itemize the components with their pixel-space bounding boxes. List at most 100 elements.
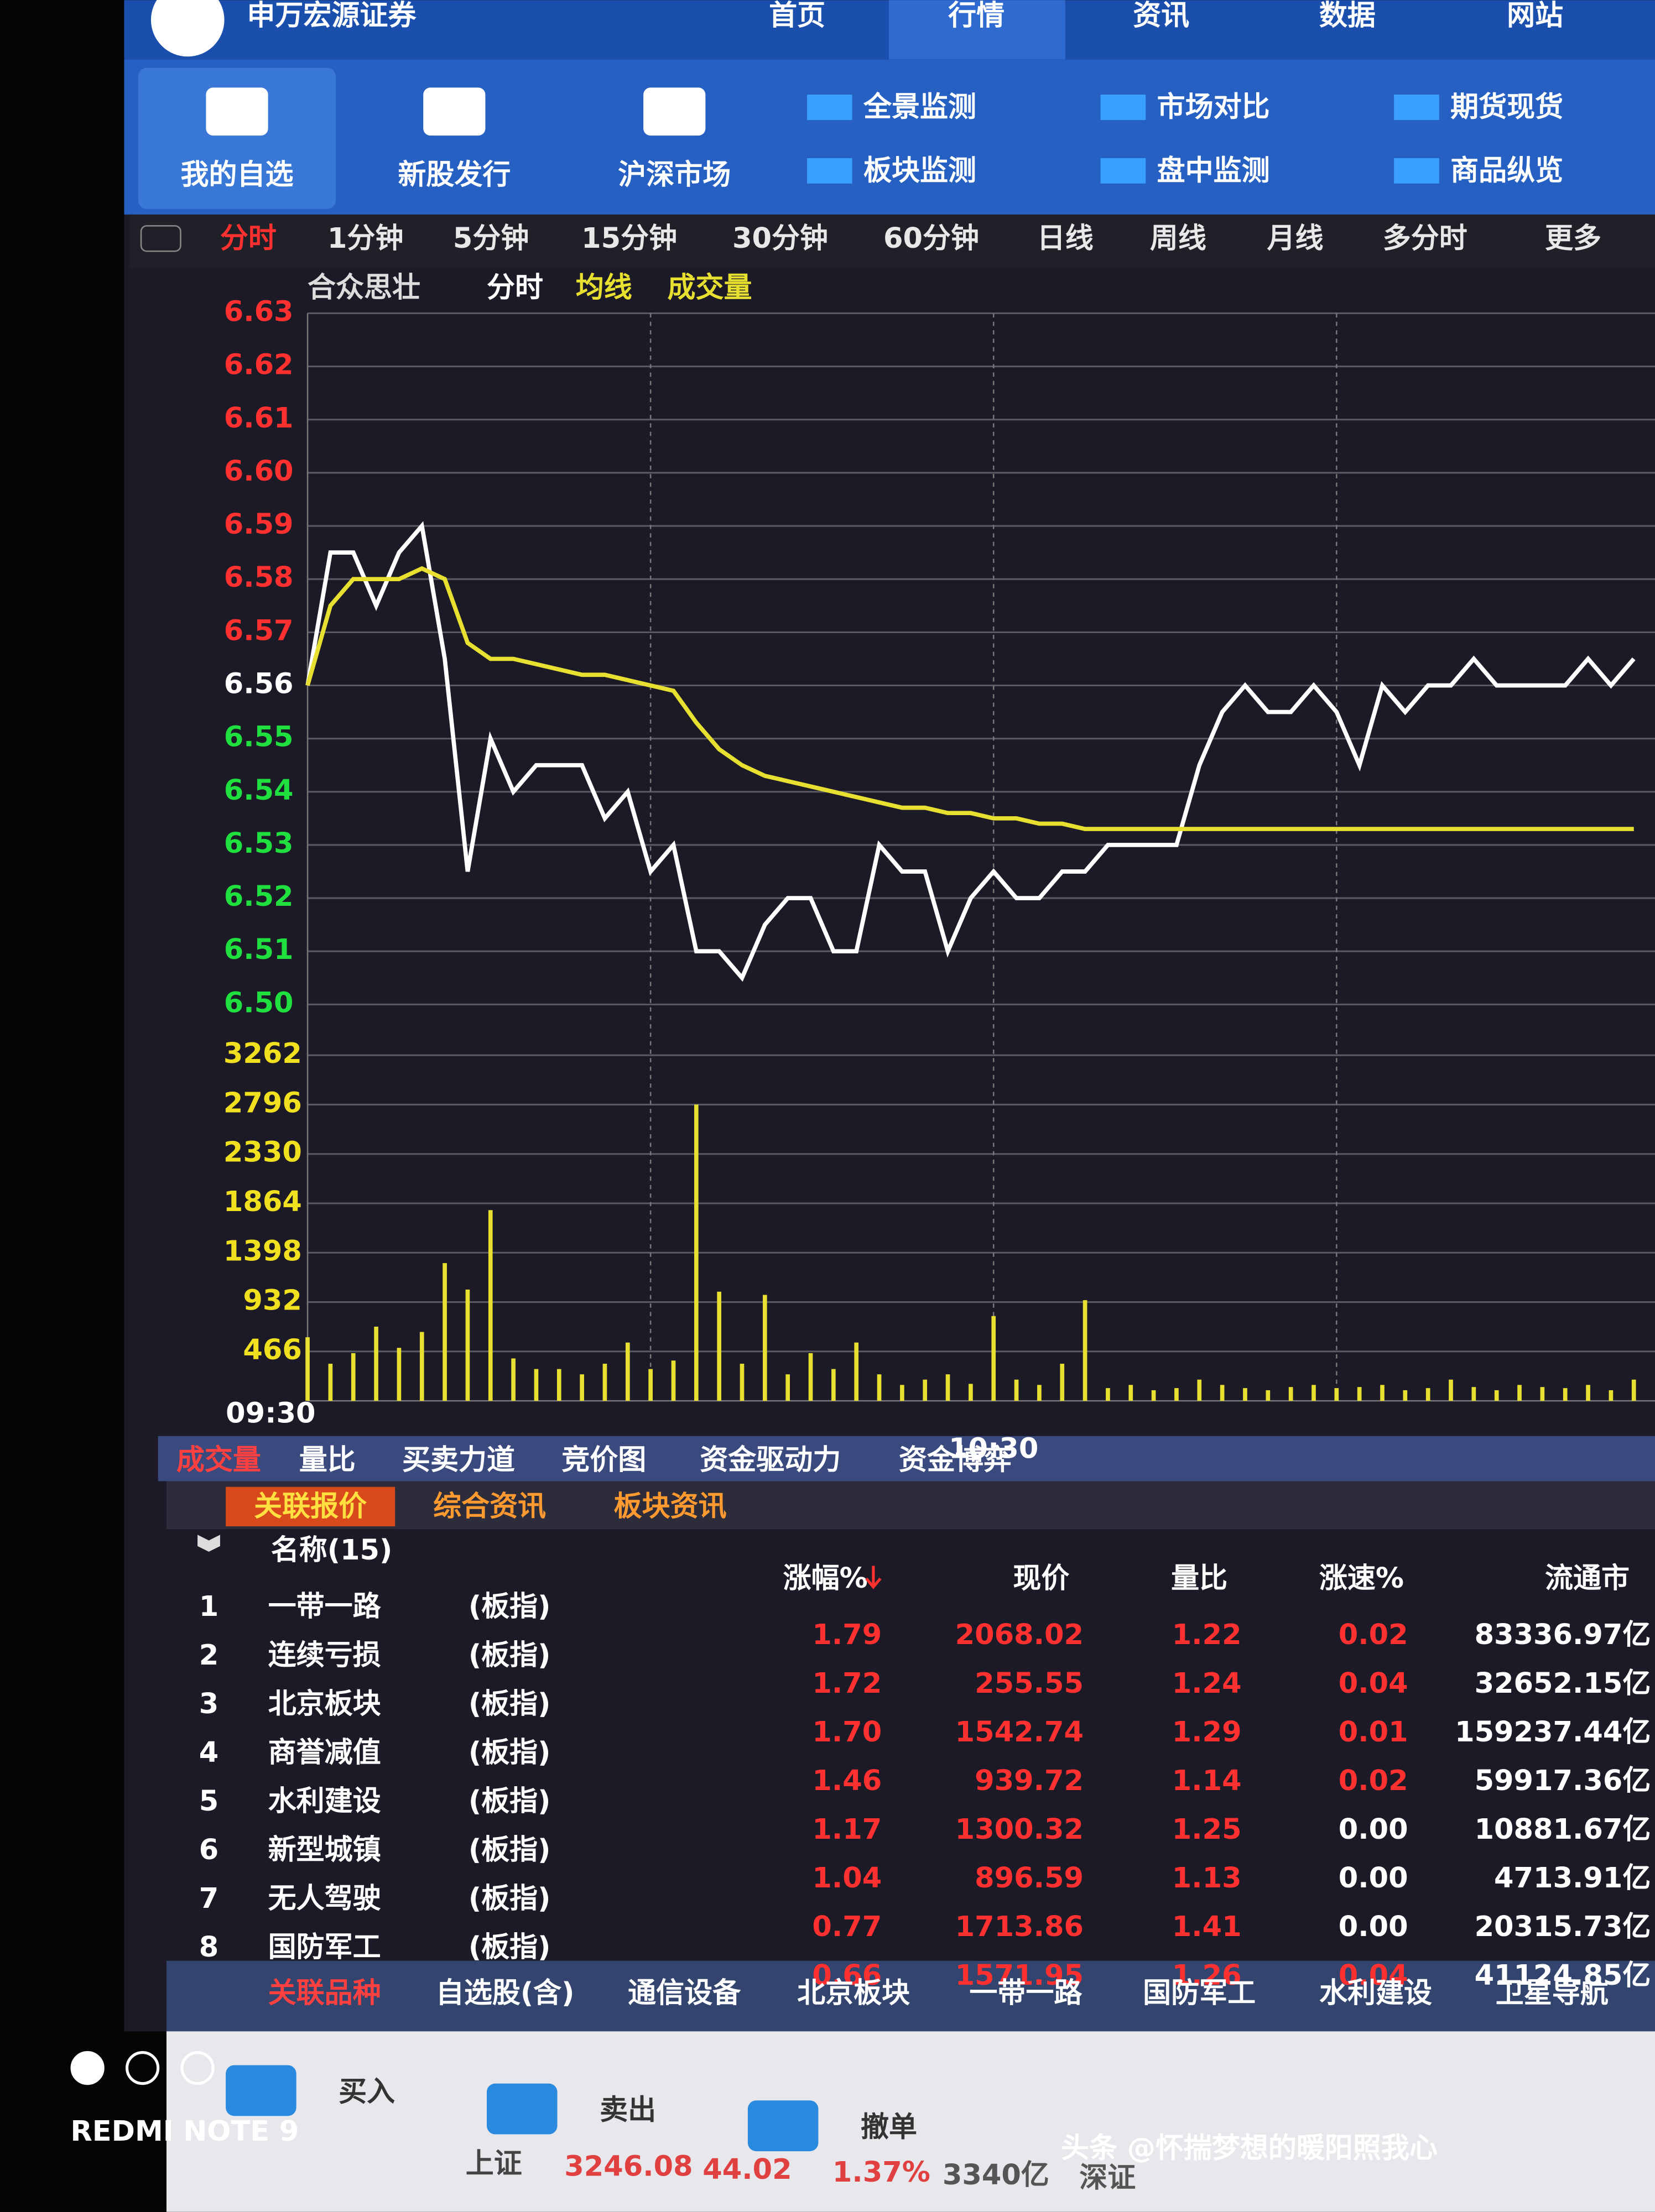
volume-bar [1403,1390,1408,1401]
row-name[interactable]: 一带一路 [268,1590,382,1623]
bottom-tab[interactable]: 通信设备 [628,1977,741,2010]
volume-bar [1540,1387,1545,1401]
x-tick-label: 09:30 [226,1397,315,1430]
row-name[interactable]: 国防军工 [268,1931,381,1964]
table-cell: (板指) [469,1736,551,1769]
period-tab[interactable]: 周线 [1150,222,1206,255]
period-tab[interactable]: 多分时 [1383,222,1467,255]
table-cell: 1.72 [812,1667,882,1700]
nav-tab[interactable]: 行情 [948,0,1005,32]
volume-bar [602,1364,607,1401]
indicator-tab[interactable]: 资金博弈 [899,1444,1012,1477]
volume-bar [969,1384,973,1401]
period-tab[interactable]: 5分钟 [453,222,529,255]
bottom-tab[interactable]: 自选股(含) [436,1977,575,2010]
action-button[interactable]: 买入 [339,2076,395,2109]
bottom-tab[interactable]: 国防军工 [1143,1977,1256,2010]
indicator-tab[interactable]: 量比 [299,1444,356,1477]
info-tab[interactable]: 关联报价 [254,1490,367,1523]
y-tick-label: 6.63 [224,295,294,328]
bottom-tab[interactable]: 关联品种 [268,1977,381,2010]
bottom-tab[interactable]: 卫星导航 [1496,1977,1609,2010]
row-name[interactable]: 新型城镇 [268,1834,381,1866]
table-cell: 2068.02 [955,1619,1084,1651]
bottom-tab[interactable]: 北京板块 [797,1977,910,2010]
link-icon [807,158,852,184]
period-tab[interactable]: 1分钟 [327,222,404,255]
table-cell: (板指) [469,1834,551,1866]
toolbar-link[interactable]: 盘中监测 [1157,154,1270,187]
volume-bar [534,1369,539,1401]
indicator-tab[interactable]: 成交量 [176,1444,261,1477]
nav-tab[interactable]: 网站 [1507,0,1563,32]
legend: 成交量 [667,272,752,304]
volume-bar [1334,1388,1339,1401]
period-tab[interactable]: 60分钟 [883,222,979,255]
table-cell: 1.26 [1172,1959,1242,1992]
indicator-tab[interactable]: 竞价图 [561,1444,646,1477]
column-header: 涨速% [1319,1562,1404,1595]
column-header: 量比 [1171,1562,1227,1595]
table-cell: 1713.86 [955,1911,1084,1943]
page-dot [180,2051,215,2085]
y-tick-label: 466 [243,1334,301,1366]
table-cell: 83336.97亿 [1475,1619,1651,1651]
table-cell: 3 [199,1688,219,1720]
row-name[interactable]: 北京板块 [268,1688,381,1720]
table-cell: 1.22 [1172,1619,1242,1651]
bottom-tab[interactable]: 水利建设 [1319,1977,1432,2010]
table-cell: 0.02 [1339,1765,1408,1797]
info-tab[interactable]: 综合资讯 [433,1490,546,1523]
toolbar-link[interactable]: 全景监测 [863,91,976,124]
period-tab[interactable]: 月线 [1267,222,1324,255]
nav-tab[interactable]: 资讯 [1133,0,1189,32]
y-tick-label: 2796 [223,1087,302,1119]
y-tick-label: 1398 [223,1235,302,1267]
table-cell: (板指) [469,1688,551,1720]
logo [150,0,225,57]
device-label: REDMI NOTE 9 [71,2115,299,2148]
toolbar-item[interactable]: 新股发行 [398,159,511,191]
volume-bar [763,1295,767,1401]
volume-bar [1609,1390,1614,1401]
volume-bar [1174,1388,1179,1401]
table-cell: 1.04 [812,1862,882,1895]
y-tick-label: 932 [243,1285,301,1317]
toolbar-link[interactable]: 期货现货 [1450,91,1563,124]
info-tab[interactable]: 板块资讯 [614,1490,727,1523]
action-button[interactable]: 撤单 [861,2111,917,2143]
period-tab[interactable]: 分时 [220,222,277,255]
toolbar-item[interactable]: 我的自选 [181,159,294,191]
table-cell: 0.00 [1339,1862,1408,1895]
row-name[interactable]: 商誉减值 [268,1736,381,1769]
nav-tab[interactable]: 首页 [769,0,825,32]
toolbar-item[interactable]: 沪深市场 [618,159,731,191]
action-button[interactable]: 卖出 [600,2094,656,2127]
y-tick-label: 6.57 [224,614,294,647]
legend: 分时 [487,272,543,304]
column-header: 名称(15) [271,1534,393,1567]
toolbar-link[interactable]: 市场对比 [1157,91,1270,124]
period-tab[interactable]: 更多 [1545,222,1601,255]
screen-bg [124,0,1655,2032]
period-tab[interactable]: 30分钟 [732,222,828,255]
link-icon [1100,158,1146,184]
row-name[interactable]: 无人驾驶 [268,1882,381,1915]
volume-bar [694,1104,699,1401]
toolbar-link[interactable]: 商品纵览 [1450,154,1563,187]
indicator-tab[interactable]: 买卖力道 [402,1444,515,1477]
row-name[interactable]: 水利建设 [268,1785,381,1818]
y-tick-label: 6.59 [224,508,294,541]
volume-bar [648,1369,653,1401]
toolbar-link[interactable]: 板块监测 [863,154,976,187]
price-line [305,566,1634,831]
toolbar-icon [206,87,268,136]
volume-bar [671,1360,676,1401]
indicator-tab[interactable]: 资金驱动力 [700,1444,841,1477]
row-name[interactable]: 连续亏损 [268,1639,381,1672]
period-tab[interactable]: 日线 [1037,222,1094,255]
period-tab[interactable]: 15分钟 [581,222,677,255]
bottom-tab[interactable]: 一带一路 [969,1977,1082,2010]
nav-tab[interactable]: 数据 [1319,0,1376,32]
